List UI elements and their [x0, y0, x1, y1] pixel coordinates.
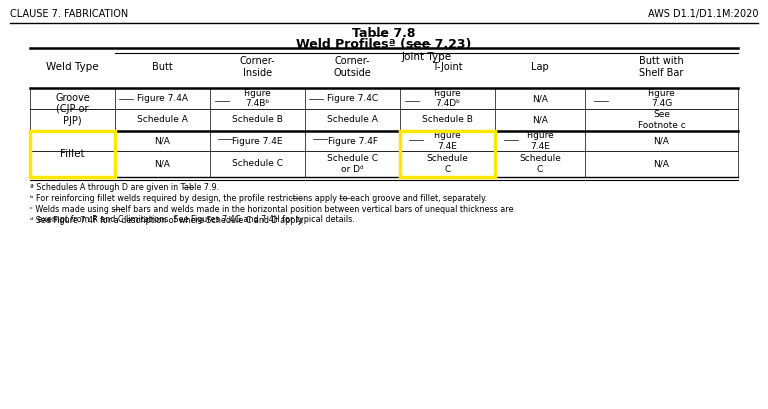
- Text: Figure
7.4E: Figure 7.4E: [526, 131, 554, 151]
- Text: Butt: Butt: [152, 62, 173, 72]
- Text: N/A: N/A: [532, 115, 548, 124]
- Text: AWS D1.1/D1.1M:2020: AWS D1.1/D1.1M:2020: [647, 9, 758, 19]
- Text: Schedule B: Schedule B: [232, 115, 283, 124]
- Text: Schedule
C: Schedule C: [519, 154, 561, 174]
- Bar: [400, 131, 495, 177]
- Text: ᵇ For reinforcing fillet welds required by design, the profile restrictions appl: ᵇ For reinforcing fillet welds required …: [30, 194, 487, 203]
- Text: Figure
7.4Dᵇ: Figure 7.4Dᵇ: [434, 89, 462, 108]
- Text: Schedule B: Schedule B: [422, 115, 473, 124]
- Text: Schedule A: Schedule A: [327, 115, 378, 124]
- Text: ᶜ Welds made using shelf bars and welds made in the horizontal position between : ᶜ Welds made using shelf bars and welds …: [30, 205, 514, 225]
- Text: Figure
7.4E: Figure 7.4E: [434, 131, 462, 151]
- Text: Schedule
C: Schedule C: [426, 154, 468, 174]
- Text: Joint Type: Joint Type: [402, 52, 452, 62]
- Text: Corner-
Inside: Corner- Inside: [240, 56, 275, 78]
- Text: N/A: N/A: [154, 137, 170, 146]
- Text: Figure
7.4Bᵇ: Figure 7.4Bᵇ: [243, 89, 271, 108]
- Text: Schedule A: Schedule A: [137, 115, 188, 124]
- Text: Groove
(CJP or
PJP): Groove (CJP or PJP): [55, 93, 90, 126]
- Text: Figure 7.4A: Figure 7.4A: [137, 94, 188, 103]
- Text: See
Footnote c: See Footnote c: [637, 110, 685, 130]
- Text: Weld Profilesª (see 7.23): Weld Profilesª (see 7.23): [296, 38, 472, 51]
- Text: ᵈ See Figure 7.4F for a description of where Schedule C and D apply.: ᵈ See Figure 7.4F for a description of w…: [30, 216, 304, 225]
- Text: N/A: N/A: [532, 94, 548, 103]
- Text: Table 7.8: Table 7.8: [353, 27, 415, 40]
- Text: Butt with
Shelf Bar: Butt with Shelf Bar: [639, 56, 684, 78]
- Text: Figure 7.4C: Figure 7.4C: [327, 94, 378, 103]
- Text: N/A: N/A: [654, 160, 670, 169]
- Text: Figure
7.4G: Figure 7.4G: [647, 89, 675, 108]
- Text: N/A: N/A: [154, 160, 170, 169]
- Text: Fillet: Fillet: [60, 149, 84, 159]
- Text: Lap: Lap: [531, 62, 549, 72]
- Text: Figure 7.4E: Figure 7.4E: [232, 137, 283, 146]
- Text: CLAUSE 7. FABRICATION: CLAUSE 7. FABRICATION: [10, 9, 128, 19]
- Text: Corner-
Outside: Corner- Outside: [333, 56, 372, 78]
- Text: ª Schedules A through D are given in Table 7.9.: ª Schedules A through D are given in Tab…: [30, 183, 219, 192]
- Text: T-Joint: T-Joint: [432, 62, 463, 72]
- Text: Weld Type: Weld Type: [46, 62, 99, 72]
- Text: Schedule C
or Dᵈ: Schedule C or Dᵈ: [327, 154, 378, 174]
- Text: Figure 7.4F: Figure 7.4F: [327, 137, 378, 146]
- Text: Schedule C: Schedule C: [232, 160, 283, 169]
- Bar: [30, 131, 115, 177]
- Text: N/A: N/A: [654, 137, 670, 146]
